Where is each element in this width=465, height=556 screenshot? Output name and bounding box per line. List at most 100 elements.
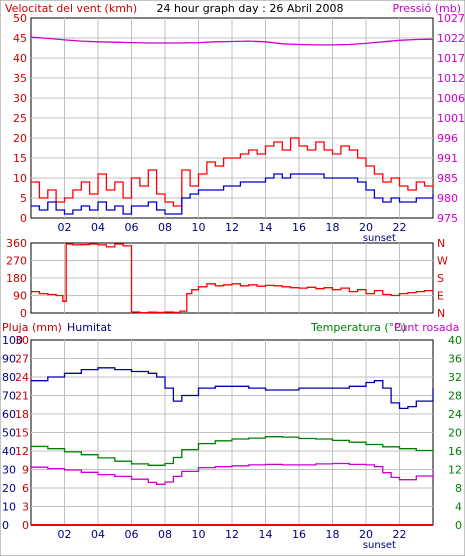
- humidity-tick-label: 100: [2, 334, 23, 347]
- wind-speed-tick-label: 0: [20, 212, 27, 225]
- humidity-tick-label: 30: [2, 464, 16, 477]
- dewpoint-line: [31, 462, 434, 485]
- temperature-tick-label: 28: [448, 390, 462, 403]
- humidity-axis-label: Humitat: [67, 321, 112, 334]
- pressure-tick-label: 1006: [437, 92, 465, 105]
- wind-speed-tick-label: 10: [13, 172, 27, 185]
- pressure-ticks: 975 980 985 991 996 1001 1006 1012 1017 1022 1027: [437, 12, 465, 225]
- rain-tick-label: 24: [15, 371, 29, 384]
- wind-speed-tick-label: 20: [13, 132, 27, 145]
- temperature-tick-label: 20: [448, 427, 462, 440]
- sunset-label: sunset: [363, 233, 396, 244]
- temperature-tick-label: 12: [448, 464, 462, 477]
- rain-ticks: 0 3 6 9 12 15 18 21 24 27 30: [15, 334, 29, 532]
- hour-tick-label: 02: [58, 221, 72, 234]
- wind-direction-compass-label: S: [437, 272, 444, 285]
- wind-direction-compass-label: N: [437, 237, 445, 250]
- hour-tick-label: 04: [91, 528, 105, 541]
- wind-direction-degree-label: 0: [20, 307, 27, 320]
- humidity-tick-label: 60: [2, 408, 16, 421]
- rain-tick-label: 30: [15, 334, 29, 347]
- rain-tick-label: 12: [15, 445, 29, 458]
- hour-tick-label: 22: [393, 528, 407, 541]
- pressure-tick-label: 1012: [437, 72, 465, 85]
- hour-tick-label: 16: [292, 221, 306, 234]
- humidity-tick-label: 0: [2, 519, 9, 532]
- wind-speed-tick-label: 45: [13, 32, 27, 45]
- temperature-line: [31, 436, 434, 466]
- rain-axis-label: Pluja (mm): [2, 321, 62, 334]
- temperature-tick-label: 16: [448, 445, 462, 458]
- temperature-tick-label: 40: [448, 334, 462, 347]
- pressure-line: [30, 36, 434, 46]
- pressure-tick-label: 991: [437, 152, 458, 165]
- hour-tick-label: 08: [158, 221, 172, 234]
- hour-tick-label: 06: [125, 528, 139, 541]
- hour-tick-label: 10: [192, 221, 206, 234]
- pressure-tick-label: 975: [437, 212, 458, 225]
- wind-pressure-grid: [31, 18, 433, 218]
- temperature-tick-label: 32: [448, 371, 462, 384]
- rain-humidity-temperature-series: [31, 367, 434, 526]
- hour-tick-label: 18: [326, 528, 340, 541]
- temperature-tick-label: 36: [448, 353, 462, 366]
- hour-tick-label: 20: [359, 221, 373, 234]
- hour-tick-label: 16: [292, 528, 306, 541]
- hour-tick-label: 14: [259, 528, 273, 541]
- pressure-tick-label: 1001: [437, 112, 465, 125]
- humidity-tick-label: 90: [2, 353, 16, 366]
- wind-pressure-panel: 0 5 10 15 20 25 30 35 40 45 50 975 980 985 991 996 1001…: [5, 2, 465, 244]
- sunset-label-bottom: sunset: [363, 540, 396, 551]
- pressure-tick-label: 985: [437, 172, 458, 185]
- wind-speed-tick-label: 50: [13, 12, 27, 25]
- rain-tick-label: 27: [15, 353, 29, 366]
- wind-direction-line: [31, 243, 434, 314]
- hour-tick-label: 06: [125, 221, 139, 234]
- humidity-tick-label: 20: [2, 482, 16, 495]
- temperature-tick-label: 8: [455, 482, 462, 495]
- wind-speed-axis-label: Velocitat del vent (kmh): [5, 2, 137, 15]
- pressure-tick-label: 1027: [437, 12, 465, 25]
- wind-speed-tick-label: 15: [13, 152, 27, 165]
- wind-direction-degree-label: 90: [13, 290, 27, 303]
- wind-direction-compass-label: E: [437, 290, 444, 303]
- hour-tick-label: 10: [192, 528, 206, 541]
- humidity-tick-label: 70: [2, 390, 16, 403]
- wind-speed-tick-label: 35: [13, 72, 27, 85]
- dewpoint-axis-label: Punt rosada: [394, 321, 459, 334]
- humidity-tick-label: 50: [2, 427, 16, 440]
- wind-direction-degree-label: 270: [6, 255, 27, 268]
- humidity-line: [31, 367, 434, 410]
- chart-title: 24 hour graph day : 26 Abril 2008: [157, 2, 344, 15]
- temperature-tick-label: 0: [455, 519, 462, 532]
- pressure-tick-label: 980: [437, 192, 458, 205]
- hour-tick-label: 04: [91, 221, 105, 234]
- wind-direction-compass-label: N: [437, 307, 445, 320]
- hour-tick-label: 12: [225, 221, 239, 234]
- pressure-tick-label: 1022: [437, 32, 465, 45]
- rain-tick-label: 9: [22, 464, 29, 477]
- wind-direction-compass-label: W: [437, 255, 448, 268]
- temperature-tick-label: 24: [448, 408, 462, 421]
- wind-pressure-series: [30, 36, 434, 215]
- humidity-tick-label: 80: [2, 371, 16, 384]
- gust-wind-line: [31, 137, 434, 207]
- rain-tick-label: 3: [22, 501, 29, 514]
- pressure-tick-label: 996: [437, 132, 458, 145]
- wind-speed-tick-label: 25: [13, 112, 27, 125]
- hour-tick-label: 22: [393, 221, 407, 234]
- wind-speed-ticks: 0 5 10 15 20 25 30 35 40 45 50: [13, 12, 27, 225]
- humidity-tick-label: 10: [2, 501, 16, 514]
- rain-tick-label: 18: [15, 408, 29, 421]
- pressure-tick-label: 1017: [437, 52, 465, 65]
- hour-tick-label: 08: [158, 528, 172, 541]
- wind-direction-degree-label: 360: [6, 237, 27, 250]
- wind-direction-series: [31, 243, 434, 314]
- hour-tick-label: 02: [58, 528, 72, 541]
- humidity-ticks: 0 10 20 30 40 50 60 70 80 90 100: [2, 334, 23, 532]
- wind-direction-degree-ticks: 0 90 180 270 360: [6, 237, 27, 320]
